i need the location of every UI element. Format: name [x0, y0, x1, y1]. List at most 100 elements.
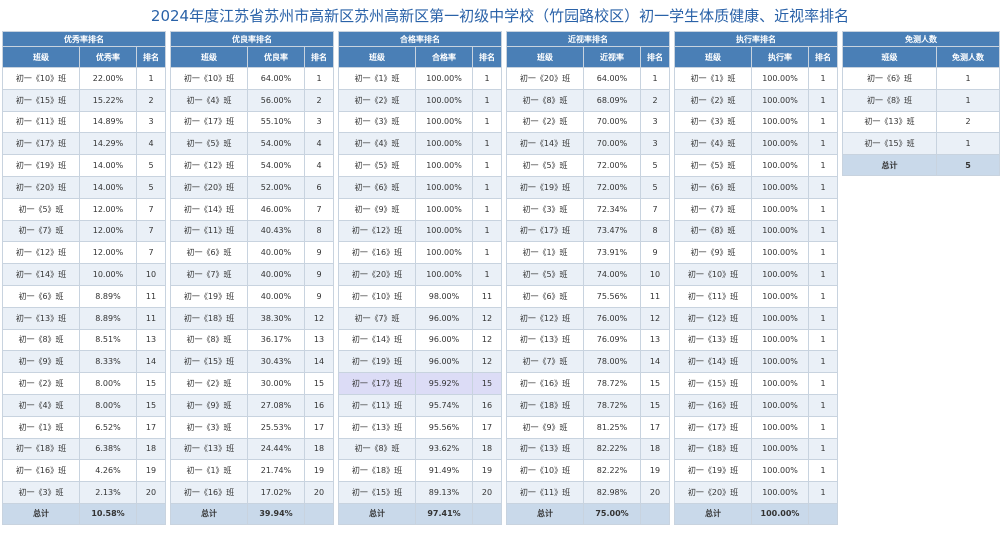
table-row[interactable]: 初一《20》班 64.00% 1: [506, 67, 671, 90]
table-row[interactable]: 初一《6》班 1: [842, 67, 1000, 90]
table-row[interactable]: 初一《10》班 22.00% 1: [2, 67, 167, 90]
table-row[interactable]: 初一《17》班 14.29% 4: [2, 132, 167, 156]
table-row[interactable]: 初一《6》班 100.00% 1: [674, 175, 839, 199]
table-row[interactable]: 初一《5》班 72.00% 5: [506, 154, 671, 177]
table-row[interactable]: 初一《19》班 100.00% 1: [674, 459, 839, 483]
table-row[interactable]: 初一《14》班 10.00% 10: [2, 263, 167, 286]
table-row[interactable]: 初一《3》班 72.34% 7: [506, 197, 671, 221]
table-row[interactable]: 初一《12》班 100.00% 1: [338, 219, 503, 243]
table-row[interactable]: 初一《10》班 98.00% 11: [338, 284, 503, 308]
table-row[interactable]: 初一《2》班 30.00% 15: [170, 372, 335, 395]
table-row[interactable]: 初一《9》班 8.33% 14: [2, 350, 167, 374]
table-row[interactable]: 初一《14》班 70.00% 3: [506, 132, 671, 156]
column-header-class[interactable]: 班级: [842, 46, 937, 68]
table-row[interactable]: 初一《2》班 100.00% 1: [674, 88, 839, 112]
table-row[interactable]: 初一《13》班 82.22% 18: [506, 437, 671, 461]
table-row[interactable]: 初一《5》班 100.00% 1: [674, 154, 839, 177]
column-header-rank[interactable]: 排名: [639, 46, 671, 68]
column-header-value[interactable]: 合格率: [415, 46, 473, 68]
table-row[interactable]: 初一《18》班 100.00% 1: [674, 437, 839, 461]
table-row[interactable]: 初一《10》班 100.00% 1: [674, 263, 839, 286]
table-row[interactable]: 初一《12》班 76.00% 12: [506, 306, 671, 330]
table-row[interactable]: 初一《5》班 74.00% 10: [506, 263, 671, 286]
table-row[interactable]: 初一《15》班 89.13% 20: [338, 481, 503, 504]
table-row[interactable]: 初一《17》班 95.92% 15: [338, 372, 503, 395]
table-row[interactable]: 初一《15》班 15.22% 2: [2, 88, 167, 112]
column-header-class[interactable]: 班级: [338, 46, 416, 68]
table-row[interactable]: 初一《11》班 95.74% 16: [338, 393, 503, 417]
table-row[interactable]: 初一《15》班 1: [842, 132, 1000, 156]
table-row[interactable]: 初一《8》班 8.51% 13: [2, 328, 167, 352]
table-row[interactable]: 初一《4》班 100.00% 1: [338, 132, 503, 156]
column-header-value[interactable]: 优良率: [247, 46, 305, 68]
table-row[interactable]: 初一《5》班 12.00% 7: [2, 197, 167, 221]
table-row[interactable]: 初一《11》班 40.43% 8: [170, 219, 335, 243]
table-row[interactable]: 初一《2》班 8.00% 15: [2, 372, 167, 395]
table-row[interactable]: 初一《8》班 100.00% 1: [674, 219, 839, 243]
table-row[interactable]: 初一《12》班 12.00% 7: [2, 241, 167, 265]
table-row[interactable]: 初一《14》班 46.00% 7: [170, 197, 335, 221]
table-row[interactable]: 初一《6》班 8.89% 11: [2, 284, 167, 308]
column-header-class[interactable]: 班级: [2, 46, 80, 68]
table-row[interactable]: 初一《8》班 36.17% 13: [170, 328, 335, 352]
table-row[interactable]: 初一《18》班 38.30% 12: [170, 306, 335, 330]
table-row[interactable]: 初一《13》班 95.56% 17: [338, 415, 503, 439]
table-row[interactable]: 初一《7》班 100.00% 1: [674, 197, 839, 221]
table-row[interactable]: 初一《9》班 100.00% 1: [674, 241, 839, 265]
table-row[interactable]: 初一《19》班 40.00% 9: [170, 284, 335, 308]
column-header-rank[interactable]: 排名: [303, 46, 335, 68]
table-row[interactable]: 初一《11》班 100.00% 1: [674, 284, 839, 308]
column-header-value[interactable]: 优秀率: [79, 46, 137, 68]
table-row[interactable]: 初一《18》班 78.72% 15: [506, 393, 671, 417]
table-row[interactable]: 初一《13》班 76.09% 13: [506, 328, 671, 352]
table-row[interactable]: 初一《19》班 96.00% 12: [338, 350, 503, 374]
table-row[interactable]: 初一《1》班 100.00% 1: [674, 67, 839, 90]
column-header-value[interactable]: 近视率: [583, 46, 641, 68]
table-row[interactable]: 初一《11》班 14.89% 3: [2, 110, 167, 134]
table-row[interactable]: 初一《4》班 8.00% 15: [2, 393, 167, 417]
column-header-value[interactable]: 执行率: [751, 46, 809, 68]
table-row[interactable]: 初一《10》班 82.22% 19: [506, 459, 671, 483]
table-row[interactable]: 初一《9》班 100.00% 1: [338, 197, 503, 221]
column-header-class[interactable]: 班级: [674, 46, 752, 68]
table-row[interactable]: 初一《2》班 100.00% 1: [338, 88, 503, 112]
table-row[interactable]: 初一《15》班 100.00% 1: [674, 372, 839, 395]
table-row[interactable]: 初一《19》班 14.00% 5: [2, 154, 167, 177]
table-row[interactable]: 初一《6》班 40.00% 9: [170, 241, 335, 265]
table-row[interactable]: 初一《16》班 17.02% 20: [170, 481, 335, 504]
table-row[interactable]: 初一《7》班 12.00% 7: [2, 219, 167, 243]
column-header-exempt[interactable]: 免测人数: [936, 46, 1000, 68]
table-row[interactable]: 初一《5》班 100.00% 1: [338, 154, 503, 177]
table-row[interactable]: 初一《13》班 100.00% 1: [674, 328, 839, 352]
table-row[interactable]: 初一《1》班 73.91% 9: [506, 241, 671, 265]
table-row[interactable]: 初一《18》班 91.49% 19: [338, 459, 503, 483]
table-row[interactable]: 初一《8》班 1: [842, 88, 1000, 112]
table-row[interactable]: 初一《9》班 27.08% 16: [170, 393, 335, 417]
table-row[interactable]: 初一《18》班 6.38% 18: [2, 437, 167, 461]
table-row[interactable]: 初一《8》班 68.09% 2: [506, 88, 671, 112]
table-row[interactable]: 初一《17》班 100.00% 1: [674, 415, 839, 439]
table-row[interactable]: 初一《6》班 75.56% 11: [506, 284, 671, 308]
table-row[interactable]: 初一《3》班 2.13% 20: [2, 481, 167, 504]
table-row[interactable]: 初一《13》班 24.44% 18: [170, 437, 335, 461]
table-row[interactable]: 初一《20》班 100.00% 1: [674, 481, 839, 504]
table-row[interactable]: 初一《8》班 93.62% 18: [338, 437, 503, 461]
table-row[interactable]: 初一《14》班 100.00% 1: [674, 350, 839, 374]
table-row[interactable]: 初一《16》班 100.00% 1: [674, 393, 839, 417]
column-header-rank[interactable]: 排名: [807, 46, 839, 68]
table-row[interactable]: 初一《19》班 72.00% 5: [506, 175, 671, 199]
table-row[interactable]: 初一《3》班 25.53% 17: [170, 415, 335, 439]
table-row[interactable]: 初一《9》班 81.25% 17: [506, 415, 671, 439]
table-row[interactable]: 初一《4》班 100.00% 1: [674, 132, 839, 156]
table-row[interactable]: 初一《13》班 2: [842, 110, 1000, 134]
table-row[interactable]: 初一《2》班 70.00% 3: [506, 110, 671, 134]
table-row[interactable]: 初一《3》班 100.00% 1: [338, 110, 503, 134]
table-row[interactable]: 初一《16》班 4.26% 19: [2, 459, 167, 483]
column-header-rank[interactable]: 排名: [471, 46, 503, 68]
table-row[interactable]: 初一《10》班 64.00% 1: [170, 67, 335, 90]
table-row[interactable]: 初一《12》班 100.00% 1: [674, 306, 839, 330]
table-row[interactable]: 初一《7》班 78.00% 14: [506, 350, 671, 374]
table-row[interactable]: 初一《12》班 54.00% 4: [170, 154, 335, 177]
table-row[interactable]: 初一《17》班 73.47% 8: [506, 219, 671, 243]
table-row[interactable]: 初一《6》班 100.00% 1: [338, 175, 503, 199]
